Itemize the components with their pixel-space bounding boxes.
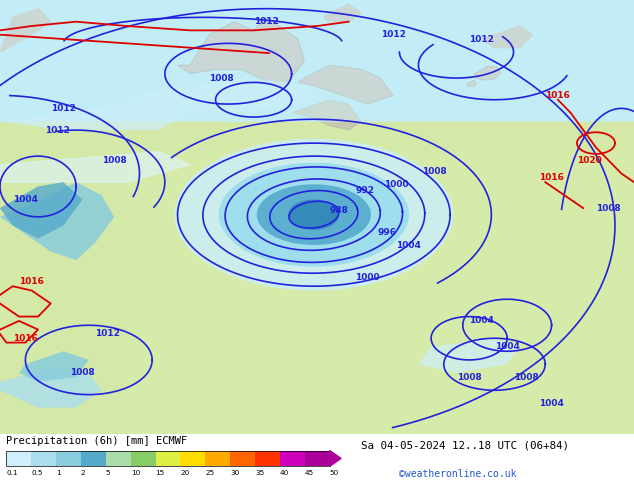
Text: 1012: 1012 [44, 125, 70, 135]
Text: 1004: 1004 [13, 195, 38, 204]
Polygon shape [418, 338, 520, 373]
Polygon shape [0, 9, 51, 52]
Text: 1008: 1008 [101, 156, 127, 165]
Bar [31, 451, 56, 466]
Polygon shape [474, 66, 501, 80]
Text: 1016: 1016 [545, 91, 571, 100]
Text: 15: 15 [155, 470, 165, 476]
Text: ©weatheronline.co.uk: ©weatheronline.co.uk [399, 468, 517, 479]
Text: 996: 996 [377, 227, 396, 237]
Text: 1020: 1020 [577, 156, 602, 165]
Text: 1000: 1000 [356, 273, 380, 282]
Text: 1008: 1008 [70, 368, 95, 377]
Polygon shape [482, 26, 533, 48]
Polygon shape [0, 0, 634, 122]
Text: 1008: 1008 [514, 373, 539, 382]
Bar [0, 0, 634, 122]
Polygon shape [19, 351, 89, 382]
Text: Precipitation (6h) [mm] ECMWF: Precipitation (6h) [mm] ECMWF [6, 437, 188, 446]
Text: 1004: 1004 [469, 317, 495, 325]
Text: 1008: 1008 [422, 167, 447, 176]
Text: 988: 988 [330, 206, 349, 215]
Text: 5: 5 [106, 470, 110, 476]
Text: 35: 35 [255, 470, 264, 476]
Text: 20: 20 [181, 470, 190, 476]
Text: 30: 30 [230, 470, 240, 476]
Text: 10: 10 [131, 470, 140, 476]
Text: 40: 40 [280, 470, 289, 476]
Text: 45: 45 [305, 470, 314, 476]
Polygon shape [288, 199, 339, 230]
Polygon shape [127, 152, 634, 434]
Bar [280, 451, 305, 466]
Text: 1016: 1016 [539, 173, 564, 182]
Text: 1: 1 [56, 470, 61, 476]
Text: 1012: 1012 [254, 17, 279, 26]
Bar [6, 451, 330, 466]
Polygon shape [257, 184, 371, 245]
Polygon shape [127, 78, 317, 113]
Bar [56, 451, 81, 466]
Text: 0.5: 0.5 [31, 470, 42, 476]
Polygon shape [178, 17, 304, 87]
Text: 2: 2 [81, 470, 86, 476]
Bar [230, 451, 255, 466]
Bar [6, 451, 31, 466]
Bar [106, 451, 131, 466]
Text: 992: 992 [355, 186, 374, 196]
Bar [305, 451, 330, 466]
Text: 1004: 1004 [539, 399, 564, 408]
Bar [205, 451, 230, 466]
Polygon shape [292, 100, 361, 130]
Polygon shape [219, 163, 409, 267]
Text: 1000: 1000 [384, 180, 408, 189]
Polygon shape [330, 451, 341, 466]
Text: 1016: 1016 [19, 277, 44, 286]
Text: 1004: 1004 [495, 343, 520, 351]
Text: 1004: 1004 [396, 241, 422, 249]
Bar [81, 451, 106, 466]
Bar [255, 451, 280, 466]
Text: 1012: 1012 [95, 329, 120, 339]
Text: 1008: 1008 [596, 204, 621, 213]
Bar [181, 451, 205, 466]
Polygon shape [323, 4, 361, 22]
Text: 25: 25 [205, 470, 214, 476]
Polygon shape [0, 182, 82, 239]
Bar [155, 451, 181, 466]
Text: 1008: 1008 [209, 74, 235, 82]
Text: 1012: 1012 [51, 104, 76, 113]
Polygon shape [0, 104, 190, 130]
Text: 1008: 1008 [456, 373, 482, 382]
Bar [0, 122, 634, 434]
Bar [131, 451, 155, 466]
Text: 1012: 1012 [380, 30, 406, 39]
Text: 1012: 1012 [469, 34, 495, 44]
Text: 1016: 1016 [13, 334, 38, 343]
Text: Sa 04-05-2024 12..18 UTC (06+84): Sa 04-05-2024 12..18 UTC (06+84) [361, 441, 569, 450]
Polygon shape [0, 368, 101, 408]
Polygon shape [0, 152, 190, 182]
Polygon shape [0, 182, 114, 260]
Text: 0.1: 0.1 [6, 470, 18, 476]
Polygon shape [466, 80, 477, 87]
Polygon shape [174, 139, 453, 291]
Polygon shape [298, 65, 393, 104]
Text: 50: 50 [330, 470, 339, 476]
